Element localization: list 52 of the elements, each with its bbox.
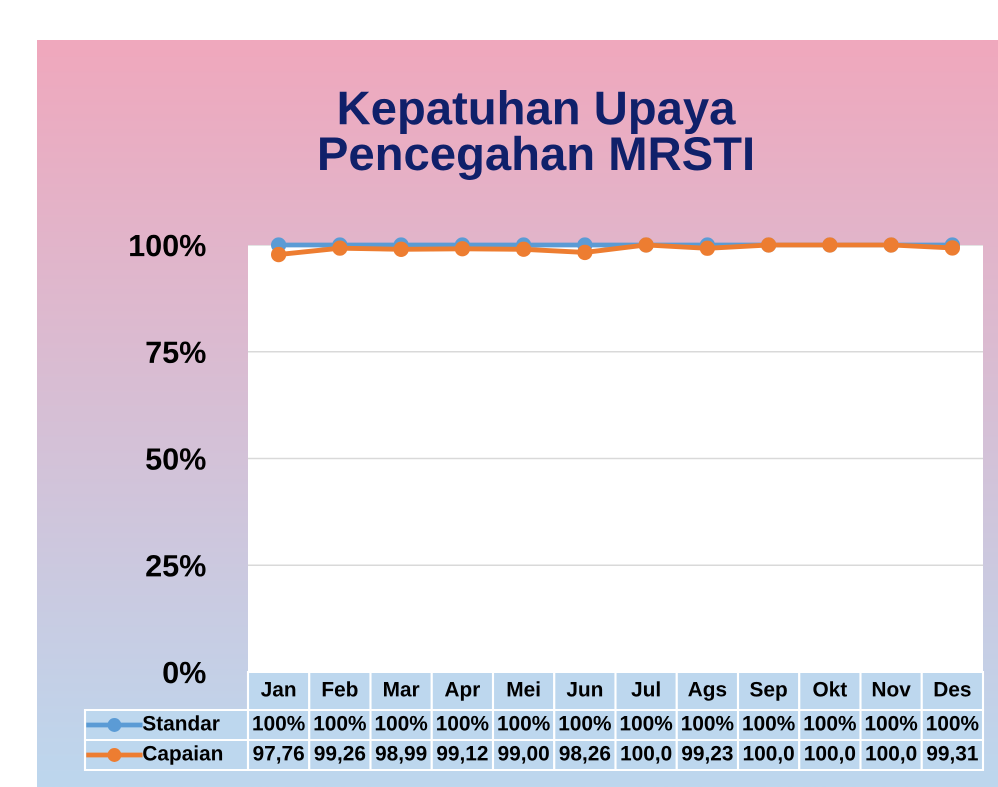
x-tick-label: Mar bbox=[384, 682, 420, 697]
data-label: 100,0 bbox=[744, 746, 794, 764]
x-tick-label: Jul bbox=[631, 681, 660, 697]
x-tick-label: Nov bbox=[872, 682, 911, 697]
point bbox=[454, 241, 470, 256]
legend-label: Standar bbox=[142, 715, 220, 731]
point bbox=[577, 244, 593, 260]
data-label: 99,23 bbox=[682, 746, 733, 764]
x-tick-label: Des bbox=[934, 682, 971, 697]
y-tick-label: 50% bbox=[146, 448, 206, 470]
point bbox=[270, 246, 286, 262]
data-label: 100,0 bbox=[805, 746, 856, 764]
data-label: 100% bbox=[804, 716, 856, 731]
y-tick-label: 75% bbox=[146, 342, 206, 364]
point bbox=[516, 242, 532, 257]
data-label: 100% bbox=[866, 716, 918, 731]
point bbox=[332, 240, 348, 256]
x-tick-label: Mei bbox=[508, 681, 540, 697]
data-label: 99,12 bbox=[437, 746, 488, 764]
data-label: 99,31 bbox=[927, 746, 978, 764]
point bbox=[944, 240, 960, 256]
data-label: 100% bbox=[376, 716, 428, 731]
data-label: 100% bbox=[253, 716, 305, 731]
data-label: 100% bbox=[743, 716, 795, 731]
x-tick-label: Ags bbox=[688, 682, 726, 701]
data-label: 98,99 bbox=[376, 746, 426, 764]
data-label: 100% bbox=[927, 716, 978, 731]
data-label: 99,00 bbox=[498, 746, 549, 764]
data-label: 100,0 bbox=[866, 746, 916, 764]
data-label: 100% bbox=[437, 716, 488, 731]
point bbox=[700, 240, 716, 256]
data-label: 100% bbox=[620, 716, 672, 731]
data-label: 99,26 bbox=[314, 746, 366, 764]
x-tick-label: Sep bbox=[750, 682, 787, 701]
point bbox=[393, 242, 409, 257]
x-tick-label: Apr bbox=[444, 682, 480, 701]
chart-title: Kepatuhan Upaya Pencegahan MRSTI bbox=[320, 90, 752, 180]
data-label: 100% bbox=[314, 716, 366, 731]
y-tick-label: 25% bbox=[146, 554, 206, 577]
data-label: 97,76 bbox=[253, 746, 304, 764]
data-label: 100% bbox=[682, 716, 734, 731]
x-tick-label: Feb bbox=[322, 681, 358, 697]
data-label: 100% bbox=[560, 716, 611, 731]
data-label: 100% bbox=[498, 716, 550, 731]
x-tick-label: Jun bbox=[566, 682, 602, 697]
x-tick-label: Jan bbox=[260, 682, 296, 697]
y-tick-label: 100% bbox=[130, 234, 206, 256]
x-tick-label: Okt bbox=[813, 681, 847, 697]
data-label: 98,26 bbox=[560, 746, 610, 764]
data-label: 100,0 bbox=[621, 746, 672, 764]
legend-label: Capaian bbox=[143, 745, 222, 765]
y-tick-label: 0% bbox=[163, 662, 206, 684]
